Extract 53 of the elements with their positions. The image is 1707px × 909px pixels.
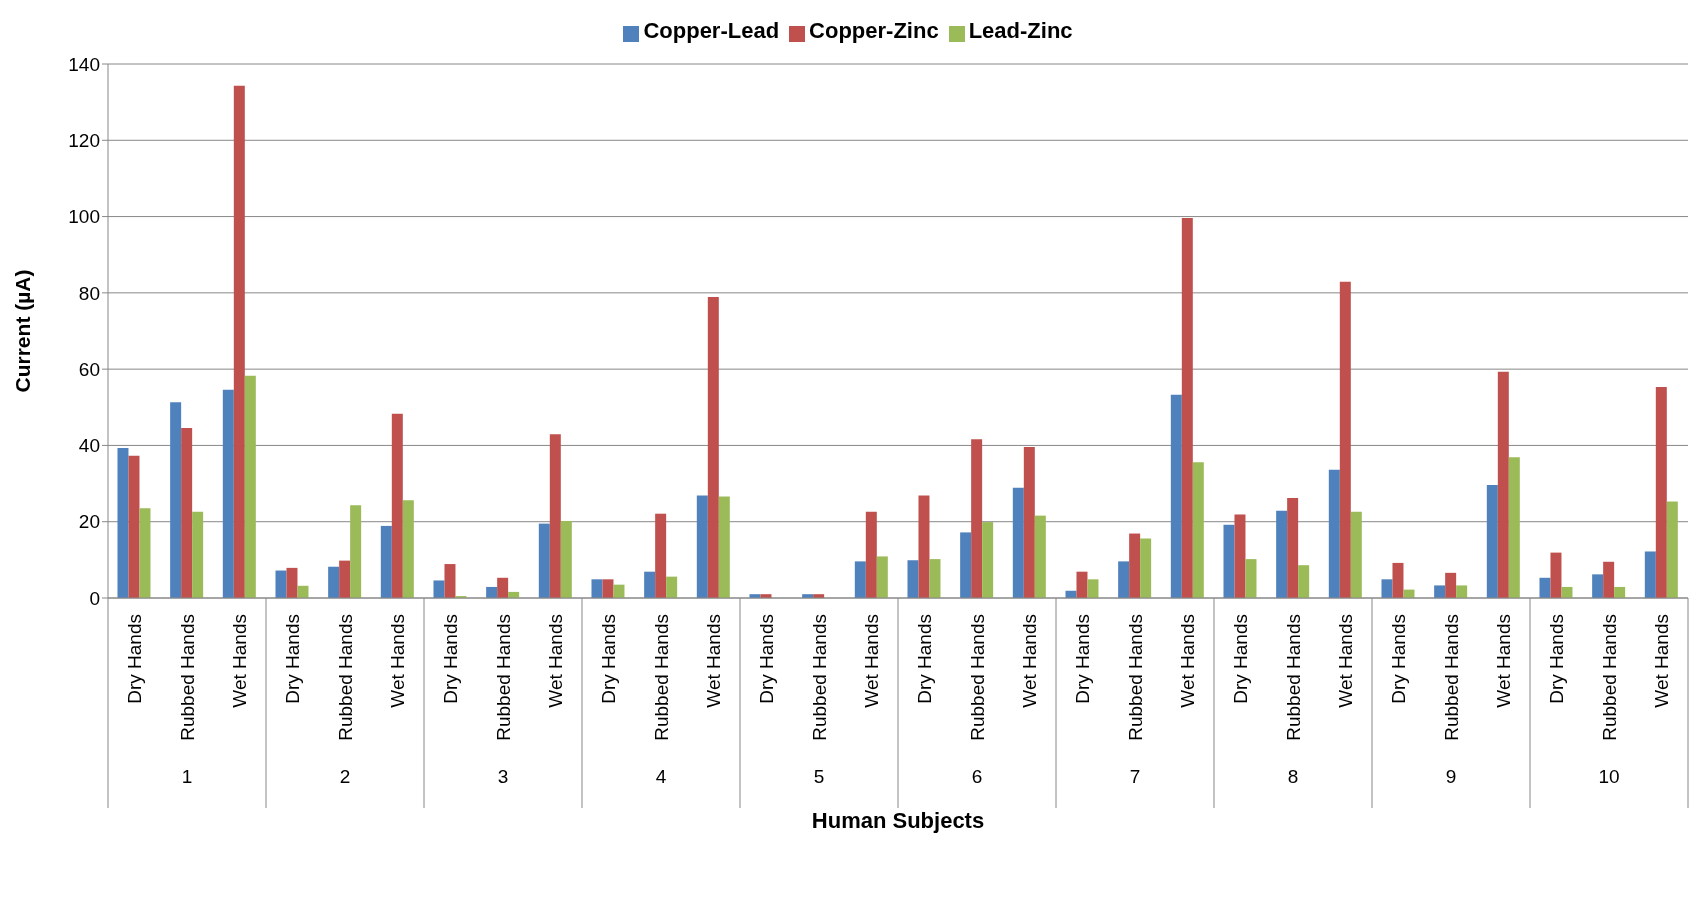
text: 10: [1597, 766, 1621, 788]
text: 6: [970, 766, 984, 788]
x-tick-label: Wet Hands: [1493, 614, 1515, 708]
x-tick-label: Rubbed Hands: [1440, 614, 1462, 741]
x-tick-label: Wet Hands: [861, 614, 883, 708]
y-tick-label: 80: [78, 282, 100, 304]
x-tick-label: Dry Hands: [123, 614, 145, 704]
x-tick-label: Wet Hands: [1177, 614, 1199, 708]
x-tick-label: Wet Hands: [1335, 614, 1357, 708]
x-tick-label: Dry Hands: [1229, 614, 1251, 704]
x-tick-label: Wet Hands: [545, 614, 567, 708]
y-tick-label: 0: [89, 587, 100, 609]
x-tick-label: Dry Hands: [281, 614, 303, 704]
x-tick-label: Dry Hands: [1387, 614, 1409, 704]
text: 7: [1128, 766, 1142, 788]
x-tick-label: Dry Hands: [439, 614, 461, 704]
x-tick-label: Rubbed Hands: [334, 614, 356, 741]
text: 9: [1444, 766, 1458, 788]
x-tick-label: Rubbed Hands: [808, 614, 830, 741]
x-tick-label: Dry Hands: [1545, 614, 1567, 704]
x-tick-label: Dry Hands: [1071, 614, 1093, 704]
text: 2: [338, 766, 352, 788]
x-tick-label: Rubbed Hands: [176, 614, 198, 741]
x-tick-label: Dry Hands: [755, 614, 777, 704]
text: 4: [654, 766, 668, 788]
x-tick-label: Rubbed Hands: [966, 614, 988, 741]
x-tick-label: Rubbed Hands: [1598, 614, 1620, 741]
x-tick-label: Rubbed Hands: [650, 614, 672, 741]
x-tick-label: Wet Hands: [1019, 614, 1041, 708]
text: 5: [812, 766, 826, 788]
y-tick-label: 120: [68, 130, 100, 152]
x-tick-label: Wet Hands: [703, 614, 725, 708]
x-tick-label: Rubbed Hands: [1124, 614, 1146, 741]
text: 1: [180, 766, 194, 788]
y-axis-title: Current (µA): [11, 269, 35, 393]
y-tick-label: 40: [78, 435, 100, 457]
x-tick-label: Wet Hands: [387, 614, 409, 708]
text: 3: [496, 766, 510, 788]
y-tick-label: 20: [78, 511, 100, 533]
x-tick-label: Dry Hands: [597, 614, 619, 704]
legend-label: Lead-Zinc: [968, 18, 1073, 43]
x-tick-label: Rubbed Hands: [1282, 614, 1304, 741]
x-tick-label: Dry Hands: [913, 614, 935, 704]
y-tick-label: 100: [68, 206, 100, 228]
x-tick-label: Wet Hands: [1651, 614, 1673, 708]
text: 8: [1286, 766, 1300, 788]
legend-label: Copper-Lead: [643, 18, 780, 43]
x-tick-label: Rubbed Hands: [492, 614, 514, 741]
x-tick-label: Wet Hands: [229, 614, 251, 708]
y-tick-label: 60: [78, 358, 100, 380]
y-tick-label: 140: [68, 53, 100, 75]
x-axis-title: Human Subjects: [810, 808, 986, 834]
legend-label: Copper-Zinc: [809, 18, 939, 43]
